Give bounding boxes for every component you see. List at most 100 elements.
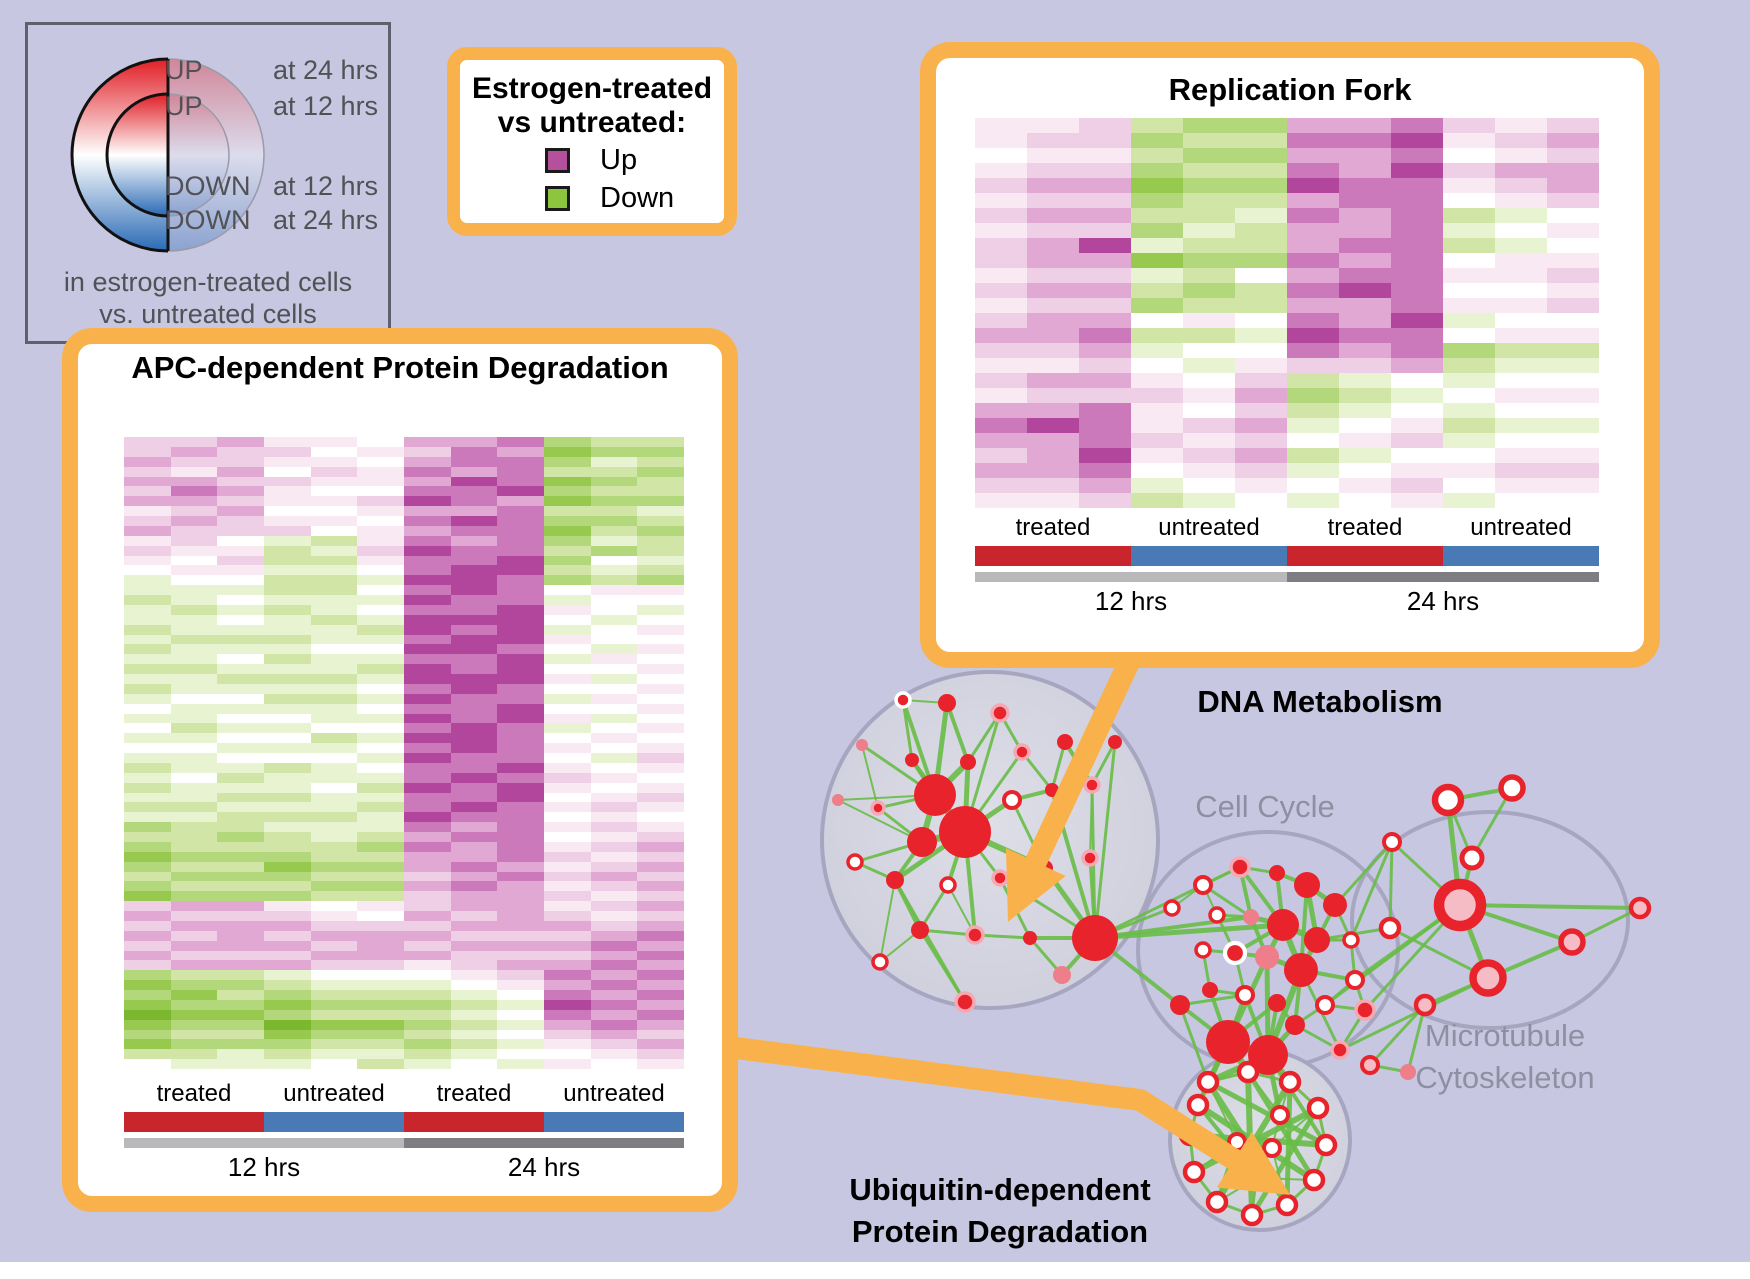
heatmap-cell [637, 723, 684, 734]
heatmap-cell [217, 1039, 264, 1050]
heatmap-cell [450, 713, 498, 724]
network-edge [1224, 1038, 1272, 1059]
expression-ring-legend: UP at 24 hrs UP at 12 hrs DOWN at 12 hrs… [25, 22, 391, 344]
heatmap-cell [1131, 283, 1183, 298]
heatmap-cell [170, 437, 218, 447]
heatmap-cell [1443, 418, 1495, 433]
heatmap-cell [1443, 163, 1495, 178]
heatmap-cell [637, 654, 684, 665]
heatmap-cell [357, 861, 404, 872]
gene-node [1208, 906, 1226, 924]
ring-direction-up24: UP [165, 55, 203, 85]
heatmap-cell [1183, 238, 1235, 253]
dna-metabolism-label: DNA Metabolism [1197, 684, 1443, 719]
network-edge [1271, 1107, 1319, 1149]
heatmap-cell [544, 1049, 591, 1060]
heatmap-cell [497, 683, 544, 694]
network-edge [1093, 915, 1253, 940]
heatmap-cell [1235, 448, 1287, 463]
heatmap-cell [404, 871, 451, 882]
network-edge [1256, 1177, 1315, 1181]
heatmap-cell [544, 782, 591, 793]
heatmap-cell [544, 565, 591, 576]
network-edge [1201, 865, 1242, 887]
heatmap-cell [975, 148, 1027, 163]
heatmap-cell [170, 980, 218, 990]
heatmap-cell [497, 1009, 544, 1020]
heatmap-cell [1235, 343, 1287, 358]
heatmap-cell [544, 930, 591, 941]
heatmap-cell [264, 703, 311, 714]
heatmap-cell [590, 456, 638, 467]
heatmap-cell [264, 555, 311, 566]
heatmap-cell [637, 999, 684, 1010]
heatmap-cell [124, 911, 171, 921]
heatmap-cell [544, 703, 591, 714]
heatmap-cell [1079, 463, 1131, 478]
heatmap-cell [497, 446, 544, 457]
gene-node [1285, 1015, 1305, 1035]
heatmap-cell [357, 881, 404, 892]
network-edge [1349, 840, 1394, 942]
heatmap-cell [1183, 133, 1235, 148]
heatmap-cell [404, 802, 451, 813]
network-edge [893, 840, 924, 882]
heatmap-cell [124, 614, 171, 625]
heatmap-cell [124, 713, 171, 724]
network-edge [1201, 883, 1253, 919]
network-edge [1028, 936, 1064, 977]
heatmap-cell [590, 614, 638, 625]
heatmap-cell [1183, 268, 1235, 283]
heatmap-cell [450, 535, 498, 546]
heatmap-cell [1443, 448, 1495, 463]
heatmap-cell [975, 298, 1027, 313]
network-edge [1265, 1022, 1298, 1058]
network-edge [1196, 1080, 1210, 1107]
heatmap-cell [450, 644, 498, 655]
cluster-cell-cycle [1136, 830, 1400, 1070]
heatmap-cell [1547, 148, 1599, 163]
heatmap-cell [590, 1049, 638, 1060]
heatmap-cell [170, 911, 218, 921]
network-edge [1245, 1069, 1317, 1183]
heatmap-cell [544, 841, 591, 852]
heatmap-cell [1443, 478, 1495, 493]
network-edge [1445, 797, 1463, 908]
microtubule-label-line2: Cytoskeleton [1415, 1060, 1595, 1095]
heatmap-cell [1391, 193, 1443, 208]
heatmap-cell [1235, 463, 1287, 478]
heatmap-cell [1079, 208, 1131, 223]
heatmap-cell [1235, 148, 1287, 163]
heatmap-cell [357, 1049, 404, 1060]
heatmap-cell [450, 664, 498, 674]
heatmap-cell [357, 871, 404, 882]
heatmap-cell [310, 832, 358, 842]
heatmap-cell [310, 990, 358, 1000]
network-edge [1205, 1039, 1231, 1085]
heatmap-cell [264, 466, 311, 477]
heatmap-cell [544, 446, 591, 457]
heatmap-cell [404, 970, 451, 981]
heatmap-cell [170, 743, 218, 753]
heatmap-cell [1235, 163, 1287, 178]
heatmap-cell [637, 1059, 684, 1069]
heatmap-cell [544, 555, 591, 566]
heatmap-cell [590, 683, 638, 694]
heatmap-cell [217, 960, 264, 971]
heatmap-cell [310, 950, 358, 961]
network-edge [1060, 936, 1097, 977]
heatmap-cell [1183, 418, 1235, 433]
heatmap-cell [404, 614, 451, 625]
heatmap-cell [590, 565, 638, 576]
network-edge [918, 883, 950, 932]
gene-node [1330, 1040, 1350, 1060]
network-edge [1285, 1178, 1316, 1207]
heatmap-cell [124, 1059, 171, 1069]
heatmap-cell [544, 792, 591, 803]
heatmap-cell [1495, 478, 1547, 493]
heatmap-cell [404, 585, 451, 595]
heatmap-cell [1235, 418, 1287, 433]
heatmap-cell [1391, 223, 1443, 238]
heatmap-cell [590, 516, 638, 526]
heatmap-cell [170, 723, 218, 734]
